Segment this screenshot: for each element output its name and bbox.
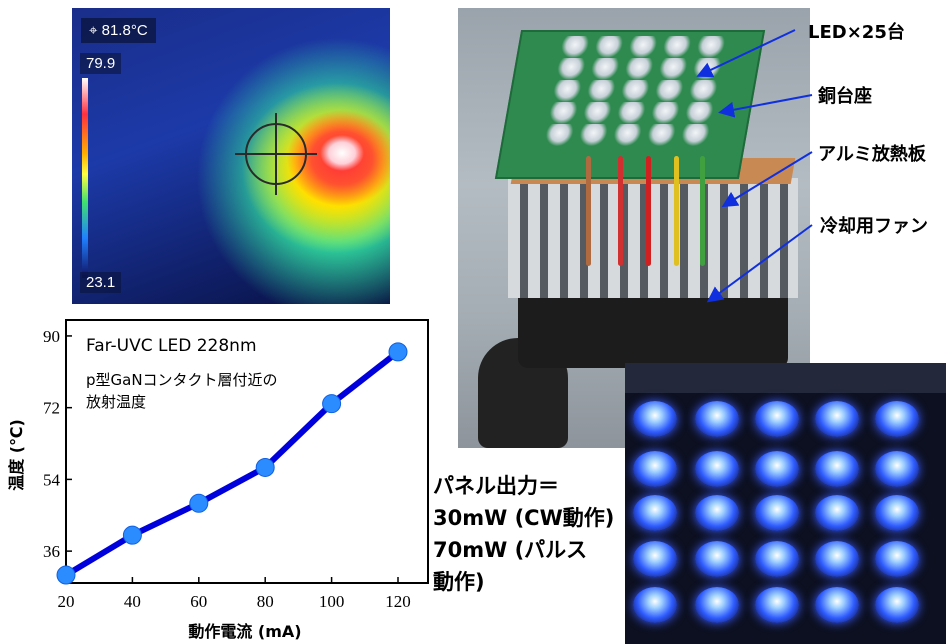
glowing-led	[875, 451, 919, 487]
glowing-led	[633, 451, 677, 487]
board-edge	[625, 363, 946, 393]
x-tick-label: 40	[124, 592, 141, 611]
chart-subtitle-1: p型GaNコンタクト層付近の	[86, 371, 278, 389]
spot-temperature-value: 81.8°C	[101, 22, 148, 39]
panel-output-line4: 動作)	[433, 570, 485, 594]
scale-min-label: 23.1	[80, 272, 122, 293]
glowing-led	[633, 401, 677, 437]
wire	[618, 156, 623, 266]
color-scale-bar	[82, 78, 88, 278]
glowing-led	[875, 495, 919, 531]
arrow-aluminum	[721, 151, 813, 208]
glowing-led	[875, 401, 919, 437]
glowing-led	[875, 587, 919, 623]
series-line	[64, 349, 400, 578]
wire	[700, 156, 705, 266]
glowing-led	[633, 541, 677, 577]
wire	[586, 156, 591, 266]
y-ticks: 36 54 72 90	[43, 327, 72, 561]
glowing-led	[695, 495, 739, 531]
x-tick-label: 20	[58, 592, 75, 611]
arrow-copper	[718, 94, 813, 118]
x-tick-label: 60	[190, 592, 207, 611]
y-tick-label: 36	[43, 542, 60, 561]
crosshair-icon: ⌖	[89, 22, 98, 39]
glowing-led	[695, 587, 739, 623]
x-axis-label: 動作電流 (mA)	[188, 622, 301, 641]
wire	[674, 156, 679, 266]
chart-subtitle-2: 放射温度	[86, 393, 146, 411]
data-point	[322, 394, 342, 414]
glowing-led	[815, 495, 859, 531]
target-line-v	[275, 113, 277, 195]
scale-max-label: 79.9	[80, 53, 122, 74]
y-tick-label: 90	[43, 327, 60, 346]
glowing-led	[695, 401, 739, 437]
y-tick-label: 54	[43, 470, 61, 489]
label-led: LED×25台	[808, 22, 905, 43]
x-ticks: 20 40 60 80 100 120	[58, 577, 411, 611]
glowing-led	[815, 401, 859, 437]
glowing-led	[815, 541, 859, 577]
panel-output-line2: 30mW (CW動作)	[433, 506, 615, 530]
glowing-led	[755, 451, 799, 487]
blue-led-photo	[625, 363, 946, 644]
glowing-led	[755, 541, 799, 577]
panel-output: パネル出力＝ 30mW (CW動作) 70mW (パルス 動作)	[433, 470, 614, 598]
label-copper: 銅台座	[818, 86, 872, 107]
y-tick-label: 72	[43, 399, 60, 418]
data-point	[122, 525, 142, 545]
glowing-led	[815, 587, 859, 623]
glowing-led	[755, 401, 799, 437]
glowing-led	[755, 495, 799, 531]
label-aluminum: アルミ放熱板	[818, 144, 926, 165]
spot-temperature: ⌖ 81.8°C	[81, 18, 156, 43]
x-tick-label: 100	[319, 592, 345, 611]
data-point	[56, 565, 76, 585]
glowing-led	[875, 541, 919, 577]
glowing-led	[755, 587, 799, 623]
temperature-chart: 36 54 72 90 20 40 60 80 100 120 Far-UVC LED 228n…	[7, 319, 429, 641]
thermal-image: ⌖ 81.8°C 79.9 23.1	[72, 8, 390, 304]
panel-output-line1: パネル出力＝	[433, 474, 559, 498]
glowing-led	[695, 451, 739, 487]
data-point	[189, 493, 209, 513]
wire	[646, 156, 651, 266]
glowing-led	[815, 451, 859, 487]
data-point	[388, 342, 408, 362]
y-axis-label: 温度 (℃)	[7, 419, 26, 492]
glowing-led	[633, 587, 677, 623]
chart-title: Far-UVC LED 228nm	[86, 336, 257, 356]
arrow-led	[696, 29, 796, 78]
glowing-led	[695, 541, 739, 577]
x-tick-label: 120	[385, 592, 411, 611]
data-points	[56, 342, 408, 585]
glowing-led	[633, 495, 677, 531]
x-tick-label: 80	[257, 592, 274, 611]
data-point	[255, 457, 275, 477]
arrow-fan	[706, 224, 813, 303]
aluminum-heatsink	[508, 178, 798, 298]
panel-output-line3: 70mW (パルス	[433, 538, 588, 562]
label-fan: 冷却用ファン	[820, 216, 928, 237]
